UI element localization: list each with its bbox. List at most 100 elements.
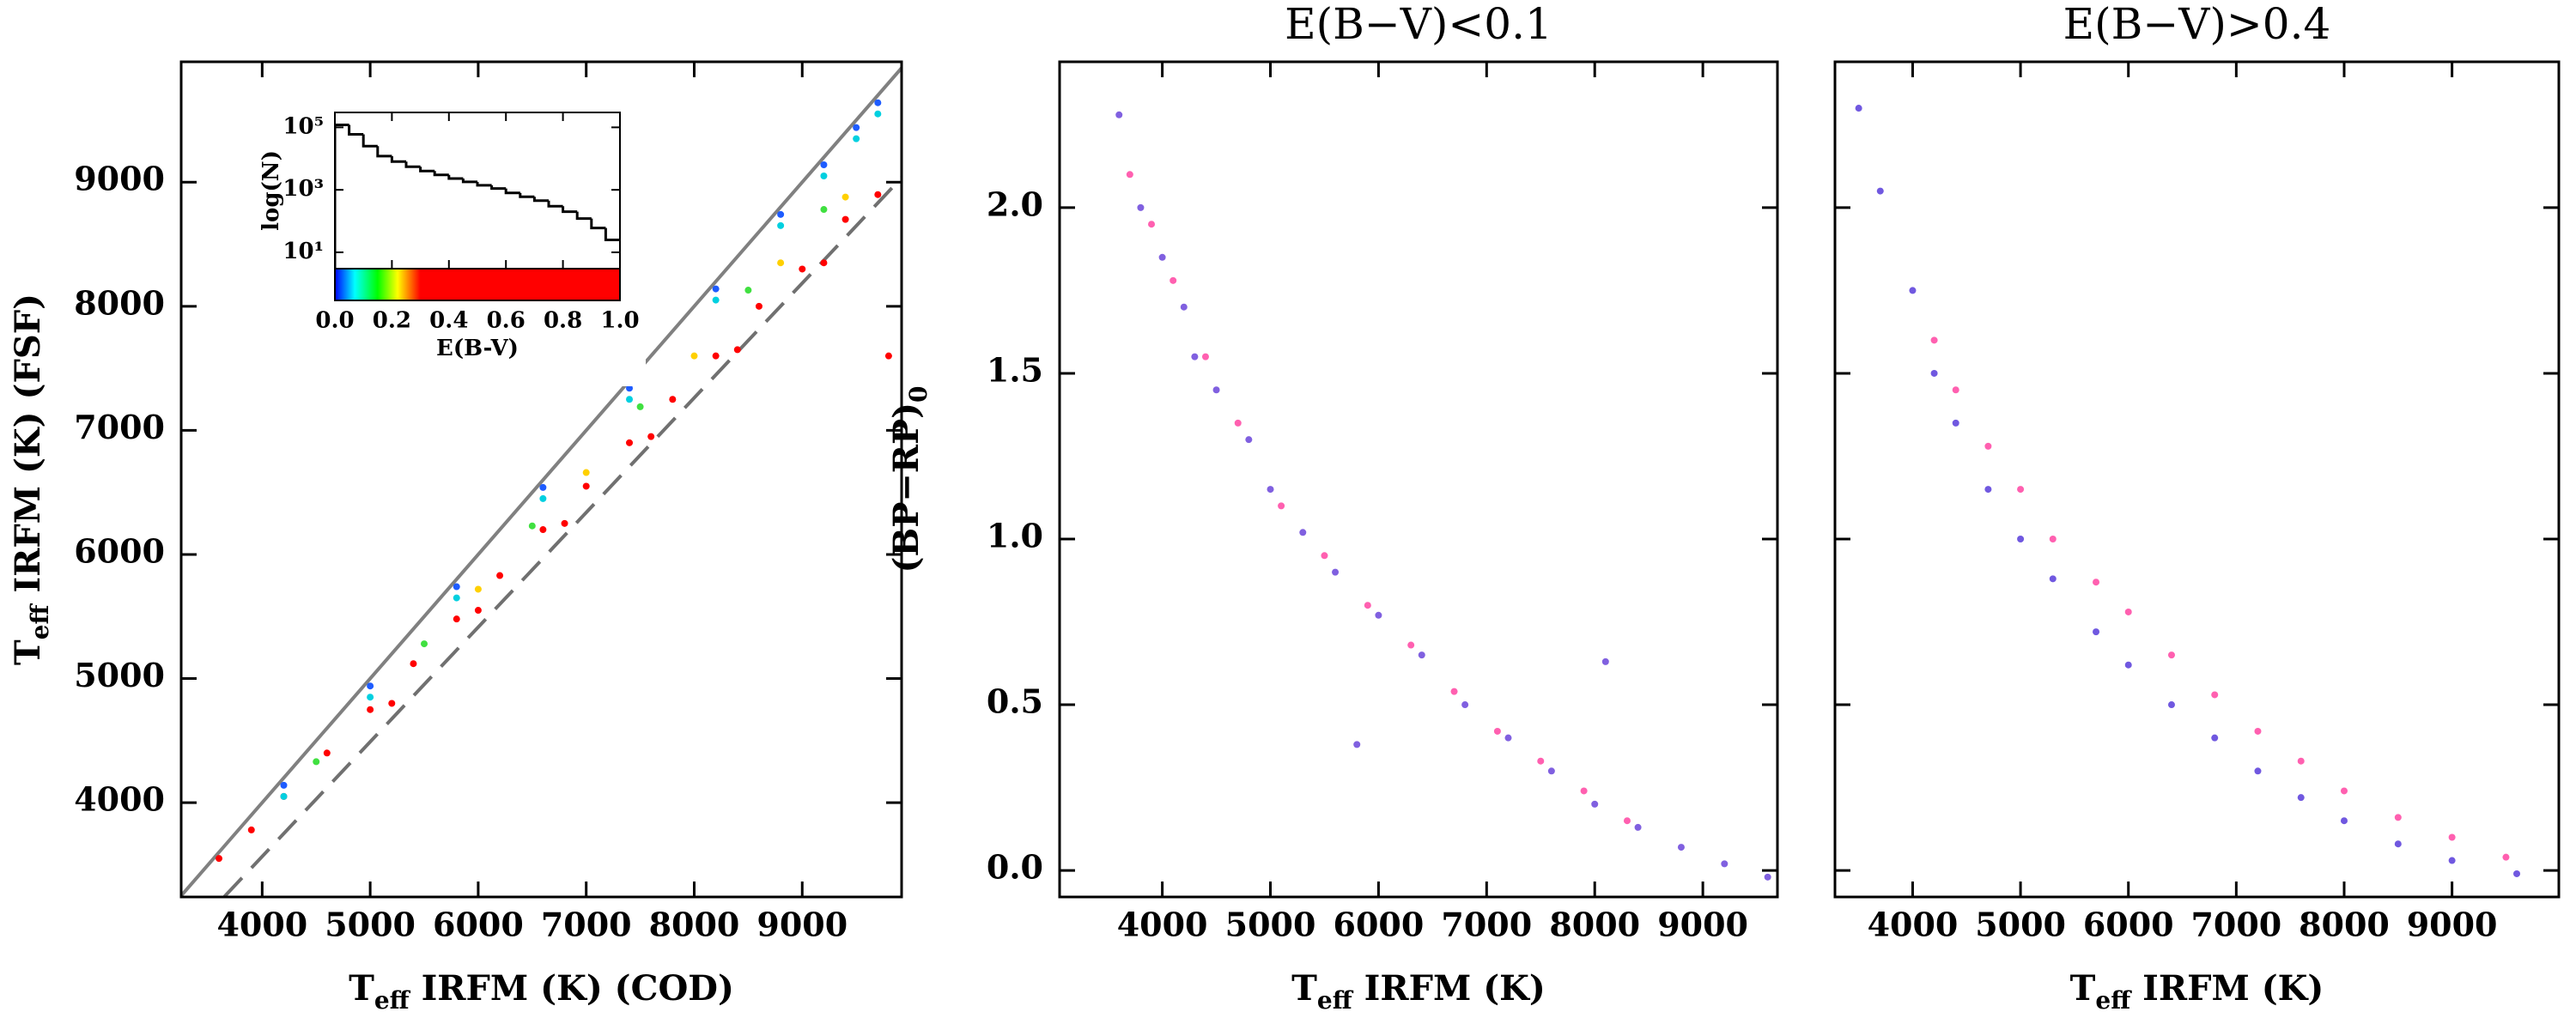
y-tick-label: 6000: [74, 531, 165, 570]
point: [1158, 253, 1166, 261]
histogram-step: [532, 197, 549, 203]
point: [1504, 734, 1512, 742]
point: [2340, 787, 2348, 795]
reference-line: [222, 176, 902, 897]
point: [367, 694, 374, 701]
point: [1180, 303, 1188, 311]
x-axis-label: E(B-V): [436, 336, 519, 361]
point: [712, 296, 720, 304]
point: [453, 583, 460, 591]
y-tick-label: 0.5: [987, 682, 1043, 721]
x-tick-label: 0.2: [373, 308, 411, 334]
point: [528, 522, 536, 530]
point: [2167, 651, 2175, 659]
y-tick-label: 7000: [74, 408, 165, 446]
point: [1876, 187, 1884, 195]
point: [1721, 860, 1728, 868]
point: [453, 615, 460, 623]
label-subscript: eff: [1317, 986, 1354, 1015]
plot-frame: [179, 60, 903, 899]
point: [1234, 419, 1242, 427]
point: [1591, 800, 1599, 808]
point: [1984, 486, 1992, 494]
label-subscript: 0: [904, 385, 933, 402]
point: [841, 215, 849, 223]
point: [1115, 111, 1123, 118]
point: [1170, 276, 1177, 284]
point: [1148, 221, 1156, 228]
label-symbol: T: [1291, 968, 1317, 1009]
y-tick-label: 10⁵: [283, 113, 324, 139]
panel: 0.0 0.2 0.4 0.6 0.8 1.0 10¹ 10³ 10⁵ E(B-V) log(N): [258, 112, 640, 361]
point: [582, 482, 590, 490]
plot-frame: [1058, 60, 1779, 899]
label-text: IRFM (K) (FSF): [8, 294, 48, 605]
point: [820, 161, 828, 168]
point: [216, 855, 223, 863]
point: [2297, 757, 2305, 765]
x-tick-label: 9000: [756, 906, 848, 944]
y-tick-label: 0.0: [987, 848, 1043, 887]
x-tick-label: 7000: [2190, 906, 2281, 944]
point: [1450, 688, 1458, 695]
label-text: IRFM (K): [2130, 968, 2324, 1009]
plot-area: [1115, 111, 1771, 881]
label-text: IRFM (K) (COD): [410, 968, 734, 1009]
panel: 4000 5000 6000 7000 8000 9000 E(B−V)>0.4 Teff I…: [1833, 0, 2561, 1015]
point: [1332, 568, 1340, 576]
point: [280, 792, 288, 800]
point: [1201, 353, 1209, 360]
x-tick-label: 1.0: [600, 308, 639, 334]
point: [2093, 628, 2100, 636]
point: [2502, 853, 2510, 861]
point: [1580, 787, 1588, 795]
point: [1299, 529, 1307, 536]
point: [1191, 353, 1199, 360]
point: [712, 285, 720, 293]
y-tick-label: 9000: [74, 160, 165, 198]
y-axis-label: log(N): [258, 150, 284, 231]
point: [712, 352, 720, 360]
point: [1212, 386, 1220, 394]
point: [777, 210, 785, 218]
point: [1137, 203, 1145, 211]
point: [367, 706, 374, 713]
point: [1547, 767, 1555, 775]
label-symbol: T: [349, 968, 374, 1009]
point: [755, 302, 762, 310]
point: [2513, 869, 2521, 877]
point: [2017, 536, 2025, 542]
point: [1623, 817, 1631, 825]
x-tick-label: 4000: [1868, 906, 1959, 944]
point: [1375, 611, 1382, 619]
point: [647, 433, 655, 440]
label-symbol: (BP−RP): [886, 403, 927, 573]
point: [820, 173, 828, 180]
point: [669, 396, 677, 403]
point: [539, 526, 547, 534]
label-symbol: T: [8, 639, 48, 665]
label-symbol: T: [2070, 968, 2096, 1009]
point: [410, 660, 417, 668]
point: [1601, 657, 1609, 665]
panel-title: E(B−V)>0.4: [2063, 0, 2331, 49]
x-tick-label: 4000: [1117, 906, 1208, 944]
point: [820, 259, 828, 267]
y-tick-label: 5000: [74, 656, 165, 694]
point: [2093, 579, 2100, 586]
x-tick-label: 0.8: [544, 308, 582, 334]
point: [323, 749, 331, 757]
y-tick-label: 10³: [283, 176, 324, 202]
point: [561, 519, 568, 527]
point: [367, 682, 374, 690]
point: [874, 110, 882, 118]
x-tick-label: 5000: [1975, 906, 2066, 944]
point: [884, 352, 892, 360]
histogram-step: [361, 134, 378, 148]
point: [636, 403, 644, 410]
point: [744, 287, 752, 294]
label-text: IRFM (K): [1352, 968, 1546, 1009]
x-tick-label: 5000: [1225, 906, 1316, 944]
point: [1418, 651, 1425, 659]
